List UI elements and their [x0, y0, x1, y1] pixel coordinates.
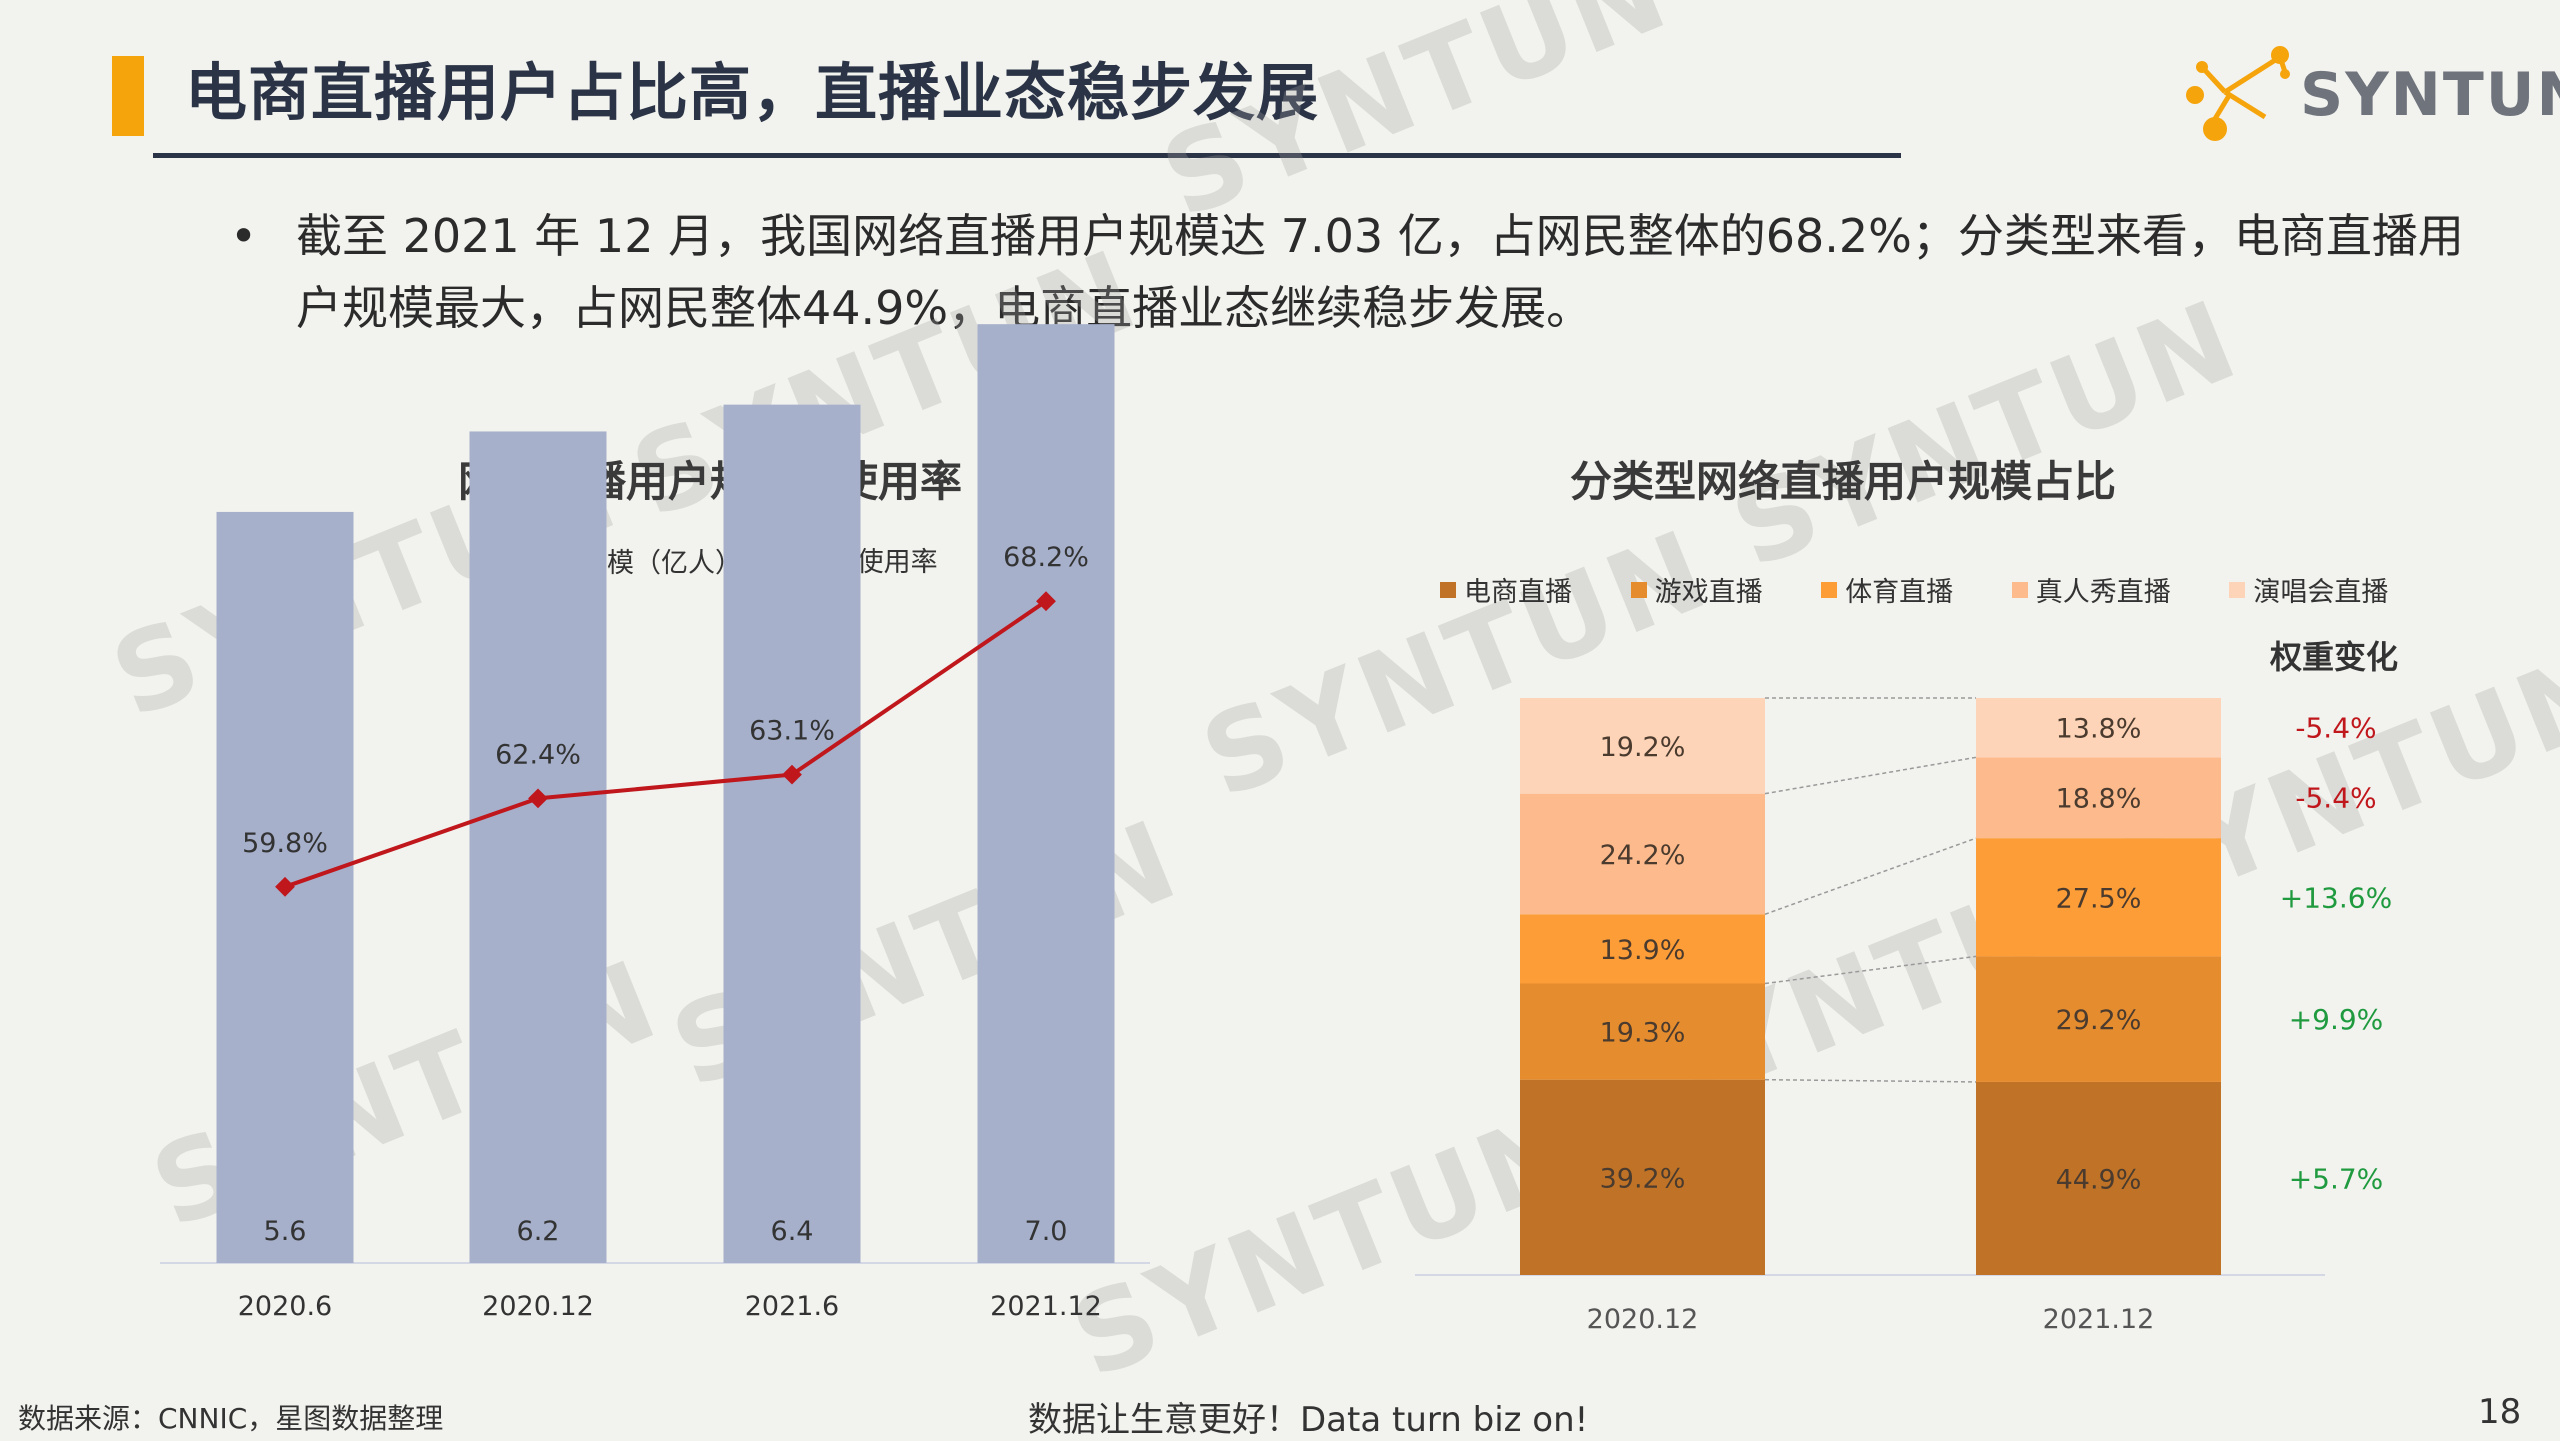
connector-line — [1764, 955, 1977, 985]
x-tick-label: 2021.6 — [745, 1291, 839, 1322]
stacked-segment — [1976, 698, 2221, 758]
syntun-logo-icon — [2186, 46, 2290, 141]
legend-item-game: 游戏直播 — [1630, 570, 1763, 609]
page-number: 18 — [2478, 1392, 2522, 1432]
bar — [977, 324, 1115, 1263]
legend-item-concert: 演唱会直播 — [2229, 570, 2388, 609]
legend-swatch — [1630, 581, 1647, 598]
stacked-segment — [1976, 956, 2221, 1082]
line-value-label: 63.1% — [749, 716, 835, 747]
line-point — [782, 764, 802, 785]
segment-label: 24.2% — [1600, 840, 1686, 871]
bar-value-label: 6.4 — [771, 1216, 814, 1247]
page-title: 电商直播用户占比高，直播业态稳步发展 — [185, 56, 1320, 129]
x-tick-label: 2020.12 — [1587, 1304, 1699, 1335]
stacked-segment — [1976, 838, 2221, 957]
logo-text: SYNTUN — [2300, 60, 2560, 130]
footer-source: 数据来源：CNNIC，星图数据整理 — [18, 1402, 444, 1435]
chart2-title: 分类型网络直播用户规模占比 — [1570, 457, 2117, 506]
weight-change-label: -5.4% — [2295, 712, 2376, 745]
bullet-marker: • — [230, 209, 258, 263]
legend-item-sports: 体育直播 — [1821, 570, 1953, 609]
legend-swatch — [1440, 581, 1456, 598]
line-value-label: 59.8% — [242, 828, 328, 859]
stacked-segment — [1976, 757, 2221, 839]
bar — [469, 431, 607, 1263]
legend-swatch — [2229, 581, 2246, 598]
weight-change-label: +5.7% — [2289, 1162, 2384, 1195]
weight-change-label: +13.6% — [2280, 881, 2392, 914]
connector-line — [1764, 756, 1977, 795]
bar-value-label: 5.6 — [264, 1216, 307, 1247]
segment-label: 13.8% — [2056, 714, 2142, 745]
title-divider — [153, 153, 1901, 158]
usage-rate-line — [284, 599, 1048, 889]
line-point — [528, 788, 548, 809]
connector-line — [1764, 837, 1977, 915]
line-point — [1036, 591, 1056, 612]
segment-label: 19.2% — [1600, 732, 1686, 763]
legend-item-ecommerce: 电商直播 — [1440, 570, 1572, 609]
x-tick-label: 2021.12 — [2043, 1304, 2155, 1335]
legend-item-reality: 真人秀直播 — [2011, 570, 2171, 609]
legend-label: 电商直播 — [1464, 577, 1572, 608]
summary-text: 截至 2021 年 12 月，我国网络直播用户规模达 7.03 亿，占网民整体的… — [296, 209, 2464, 335]
weight-change-label: +9.9% — [2289, 1003, 2384, 1036]
bar-value-label: 7.0 — [1025, 1216, 1068, 1247]
segment-label: 39.2% — [1600, 1163, 1686, 1194]
bar — [723, 404, 861, 1263]
connector-line — [1764, 1078, 1977, 1083]
segment-label: 29.2% — [2056, 1005, 2142, 1036]
title-accent-bar — [112, 56, 144, 136]
segment-label: 27.5% — [2056, 883, 2142, 914]
legend-label: 体育直播 — [1845, 577, 1954, 608]
x-tick-label: 2021.12 — [990, 1291, 1102, 1322]
legend-label: 真人秀直播 — [2035, 577, 2171, 608]
line-value-label: 62.4% — [495, 739, 581, 770]
stacked-segment — [1976, 1081, 2221, 1275]
segment-label: 19.3% — [1600, 1018, 1686, 1049]
line-value-label: 68.2% — [1003, 542, 1089, 573]
legend-label: 游戏直播 — [1654, 577, 1763, 608]
footer-slogan: 数据让生意更好！Data turn biz on! — [1028, 1400, 1589, 1440]
line-point — [275, 876, 295, 897]
chart2-legend: 电商直播 游戏直播 体育直播 真人秀直播 演唱会直播 — [1440, 570, 2438, 609]
segment-label: 44.9% — [2056, 1164, 2142, 1195]
x-tick-label: 2020.6 — [238, 1291, 332, 1322]
bar-value-label: 6.2 — [517, 1216, 560, 1247]
stacked-segment — [1520, 698, 1765, 794]
x-tick-label: 2020.12 — [482, 1291, 594, 1322]
segment-label: 18.8% — [2056, 784, 2142, 815]
segment-label: 13.9% — [1600, 935, 1686, 966]
weight-change-title: 权重变化 — [2270, 638, 2399, 676]
legend-swatch — [2011, 581, 2028, 598]
legend-label: 使用率 — [856, 547, 938, 578]
stacked-segment — [1520, 1079, 1765, 1275]
stacked-segment — [1520, 914, 1765, 984]
weight-change-label: -5.4% — [2295, 782, 2376, 815]
stacked-segment — [1520, 983, 1765, 1080]
legend-swatch — [1821, 581, 1838, 598]
legend-label: 演唱会直播 — [2253, 577, 2389, 608]
stacked-segment — [1520, 793, 1765, 915]
